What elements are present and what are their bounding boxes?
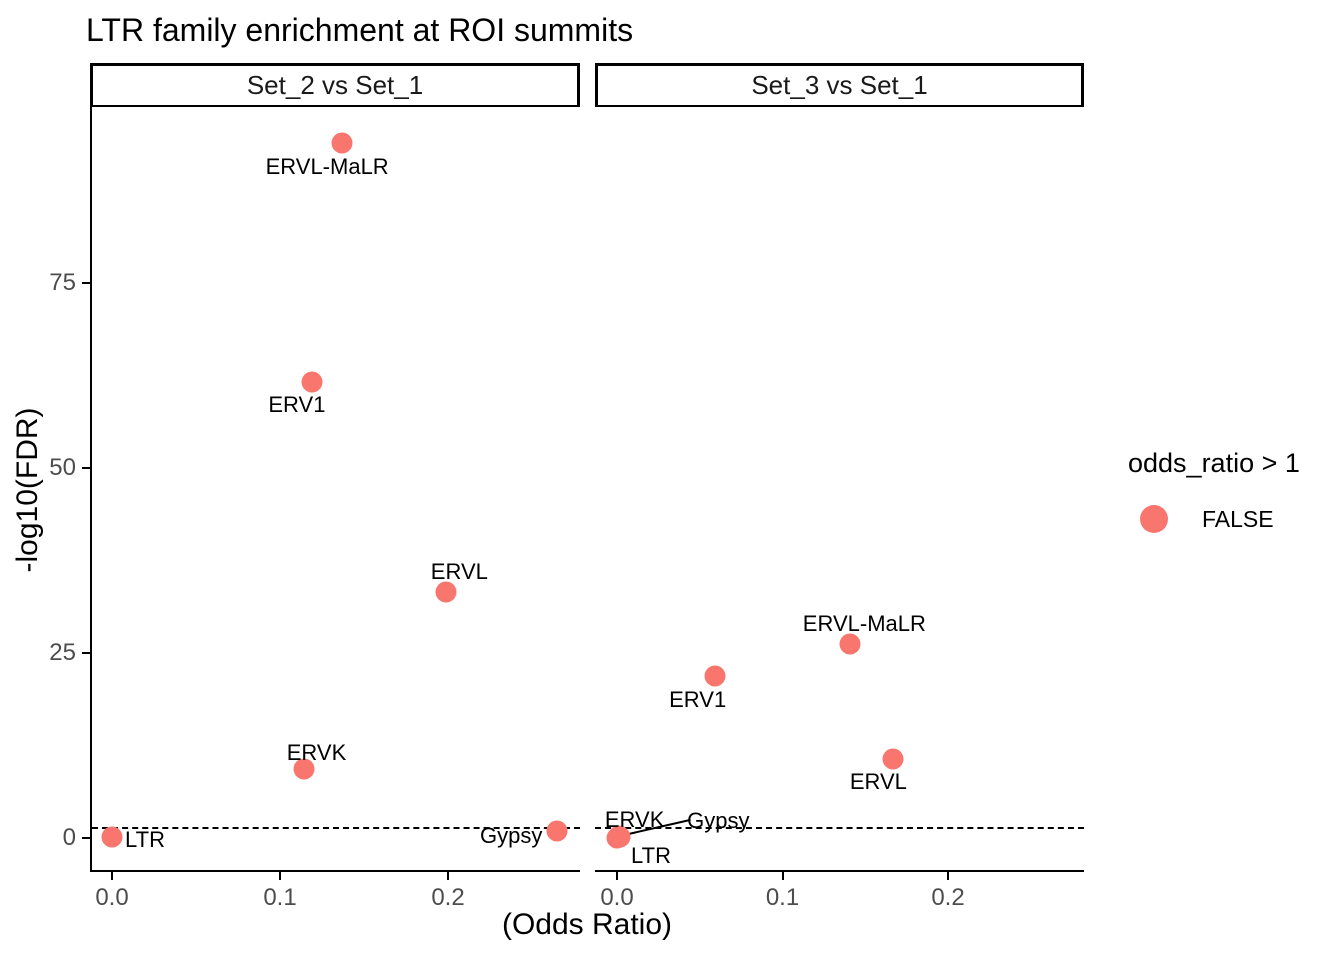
facet-panel-set3-vs-set1 (595, 107, 1084, 872)
x-axis-tick-label: 0.0 (95, 884, 129, 911)
legend-title: odds_ratio > 1 (1128, 448, 1300, 478)
x-axis-tick-label: 0.2 (931, 884, 965, 911)
y-axis-tick (82, 837, 90, 839)
x-axis-tick (111, 872, 113, 880)
data-point (331, 132, 353, 154)
legend: odds_ratio > 1 FALSE (1128, 448, 1338, 533)
x-axis-tick (781, 872, 784, 880)
y-axis-tick-label: 0 (62, 824, 76, 851)
significance-threshold-line (595, 827, 1084, 830)
legend-item-false: FALSE (1128, 505, 1338, 533)
data-point-label: LTR (631, 842, 671, 868)
data-point-label: Gypsy (480, 822, 543, 848)
x-axis-tick (947, 872, 949, 880)
y-axis-tick-label: 25 (49, 639, 76, 666)
x-axis-tick-label: 0.1 (263, 884, 297, 911)
x-axis-tick-label: 0.2 (431, 884, 465, 911)
data-point-label: ERV1 (268, 392, 326, 418)
data-point (435, 581, 457, 603)
significance-threshold-line (92, 827, 580, 830)
data-point-label: ERVL (849, 768, 907, 794)
x-axis-tick (279, 872, 281, 880)
data-point (606, 827, 628, 849)
facet-strip-label: Set_2 vs Set_1 (246, 70, 424, 100)
y-axis-tick-label: 75 (49, 269, 76, 296)
facet-strip-set3-vs-set1: Set_3 vs Set_1 (595, 63, 1084, 108)
facet-panel-set2-vs-set1 (90, 107, 580, 872)
y-axis-tick (82, 652, 90, 654)
facet-strip-label: Set_3 vs Set_1 (751, 70, 928, 100)
plot-title: LTR family enrichment at ROI summits (86, 12, 634, 48)
data-point-label: ERVK (286, 740, 347, 766)
data-point (882, 748, 904, 770)
x-axis-tick-label: 0.1 (765, 884, 800, 911)
data-point-label: Gypsy (687, 807, 750, 833)
x-axis-title: (Odds Ratio) (501, 908, 673, 941)
data-point-label: ERVL (430, 559, 488, 585)
data-point-label: ERVL-MaLR (265, 154, 389, 180)
y-axis-tick (82, 467, 90, 469)
y-axis-tick-label: 50 (49, 454, 76, 481)
x-axis-tick (616, 872, 618, 880)
facet-strip-set2-vs-set1: Set_2 vs Set_1 (90, 63, 580, 108)
data-point (704, 665, 726, 687)
data-point (301, 371, 323, 393)
y-axis-tick (82, 282, 90, 284)
data-point (293, 758, 315, 780)
data-point-label: LTR (125, 827, 165, 853)
data-point-label: ERV1 (669, 686, 727, 712)
x-axis-tick-label: 0.0 (600, 884, 634, 911)
x-axis-tick (447, 872, 449, 880)
data-point (839, 633, 861, 655)
data-point-label: ERVL-MaLR (802, 611, 926, 637)
legend-item-label: FALSE (1202, 505, 1274, 532)
data-point (101, 826, 123, 848)
legend-point-icon (1140, 505, 1168, 533)
y-axis-title: -log10(FDR) (11, 407, 44, 573)
data-point (546, 820, 568, 842)
